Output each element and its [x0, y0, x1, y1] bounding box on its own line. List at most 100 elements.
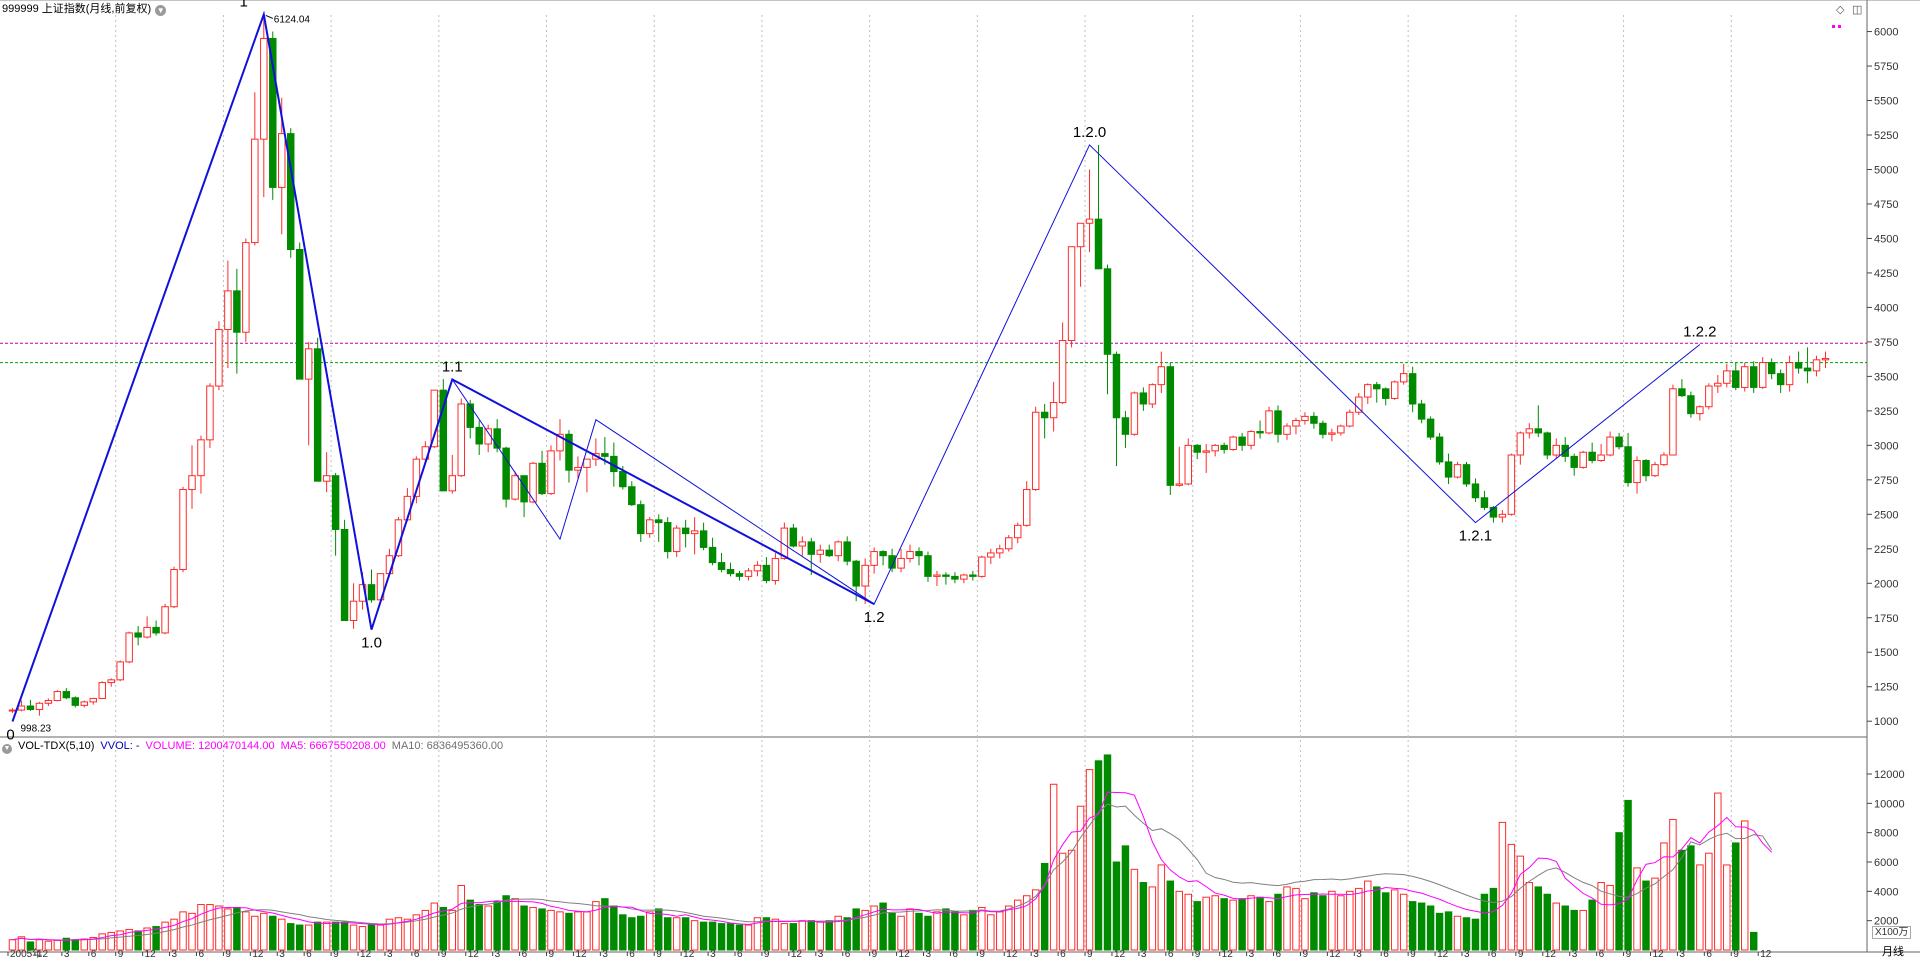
candle-body [834, 541, 842, 557]
volume-bar [1624, 799, 1632, 951]
volume-bar [1408, 901, 1417, 951]
volume-bar [1328, 890, 1336, 951]
candle-body [466, 403, 474, 428]
volume-bar [1651, 877, 1659, 951]
x-tick-label: 9 [549, 949, 555, 959]
candle-body [1265, 410, 1273, 434]
volume-bar [1103, 754, 1112, 951]
candle-body [1435, 436, 1444, 463]
candle-body [493, 428, 501, 449]
x-tick-label: 12 [683, 949, 695, 959]
volume-bar [493, 901, 501, 951]
candle-body [780, 527, 789, 559]
volume-bar [304, 924, 313, 951]
candle-body [1399, 373, 1408, 383]
candle-body [897, 557, 905, 569]
candle-body [206, 385, 214, 441]
price-tick-label: 4000 [1874, 302, 1898, 314]
volume-bar [1310, 892, 1318, 951]
volume-bar [834, 915, 842, 951]
volume-bar [1067, 849, 1076, 951]
volume-bar [188, 912, 196, 951]
candle-body [1229, 436, 1237, 450]
high-price-pointer [265, 14, 273, 19]
candle-body [1175, 483, 1184, 486]
candle-body [1471, 483, 1480, 499]
wave-label: 1.2.0 [1073, 124, 1106, 141]
volume-bar [1669, 818, 1677, 951]
price-tick-label: 1750 [1874, 613, 1898, 625]
x-tick-label: 6 [91, 949, 97, 959]
volume-bar [1247, 895, 1255, 951]
volume-bar [906, 908, 914, 951]
chevron-down-icon[interactable]: ▼ [155, 5, 167, 16]
x-tick-label: 6 [1599, 949, 1605, 959]
candle-body [601, 453, 609, 457]
volume-bar [565, 912, 573, 951]
volume-bar [654, 908, 663, 951]
volume-bar [1588, 899, 1596, 951]
candle-body [1507, 454, 1516, 515]
x-tick-label: 9 [979, 949, 985, 959]
price-tick-label: 3500 [1874, 371, 1898, 383]
candle-body [1292, 420, 1300, 427]
candle-body [951, 575, 959, 580]
x-tick-label: 3 [1356, 949, 1362, 959]
chart-title: 999999 上证指数(月线,前复权) [2, 3, 152, 15]
period-label[interactable]: 月线 [1882, 946, 1904, 958]
candle-body [1606, 436, 1614, 456]
volume-bar [394, 917, 403, 951]
candle-body [1381, 388, 1390, 399]
x-tick-label: 6 [1168, 949, 1174, 959]
candle-body [224, 290, 232, 330]
candle-body [852, 560, 860, 587]
candle-body [1148, 384, 1157, 405]
volume-bar [1256, 896, 1264, 951]
candle-body [1633, 460, 1641, 484]
candle-body [1337, 425, 1345, 434]
volume-bar [646, 911, 654, 951]
volume-bar [1714, 792, 1722, 951]
x-tick-label: 6 [1491, 949, 1497, 959]
volume-bar [1076, 805, 1085, 951]
candle-body [1480, 497, 1489, 508]
candle-body [942, 574, 950, 577]
volume-bar [1606, 884, 1614, 951]
volume-bar [143, 927, 151, 951]
price-tick-label: 6000 [1874, 27, 1898, 39]
x-tick-label: 3 [1464, 949, 1470, 959]
x-tick-label: 9 [1733, 949, 1739, 959]
candle-body [89, 697, 97, 703]
candle-body [278, 133, 286, 188]
chevron-down-icon[interactable]: ▼ [2, 744, 12, 754]
candle-body [260, 37, 268, 140]
candle-body [1498, 513, 1507, 518]
volume-bar [475, 904, 483, 951]
candle-body [53, 691, 62, 702]
x-tick-label: 12 [1760, 949, 1772, 959]
x-tick-label: 6 [1276, 949, 1282, 959]
candle-body [843, 541, 851, 562]
volume-bar [1696, 864, 1704, 951]
x-tick-label: 12 [1545, 949, 1557, 959]
candle-body [1785, 362, 1794, 386]
candle-body [637, 504, 645, 535]
x-tick-label: 9 [333, 949, 339, 959]
candle-body [870, 551, 878, 566]
wave-line [11, 10, 875, 722]
candle-body [1112, 353, 1121, 419]
x-tick-label: 3 [64, 949, 70, 959]
diamond-icon[interactable]: ◇ [1836, 4, 1845, 16]
candle-body [825, 549, 833, 557]
price-tick-label: 5750 [1874, 61, 1898, 73]
volume-bar [1678, 849, 1686, 951]
candle-body [313, 348, 322, 482]
x-tick-label: 6 [952, 949, 958, 959]
window-icon[interactable]: ◫ [1852, 4, 1863, 16]
candle-body [1642, 460, 1650, 477]
candle-body [1714, 382, 1722, 387]
candle-body [663, 522, 672, 553]
candle-body [1094, 218, 1103, 270]
price-tick-label: 4500 [1874, 233, 1898, 245]
